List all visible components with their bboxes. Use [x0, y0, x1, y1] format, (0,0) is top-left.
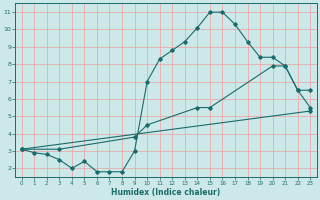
- X-axis label: Humidex (Indice chaleur): Humidex (Indice chaleur): [111, 188, 220, 197]
